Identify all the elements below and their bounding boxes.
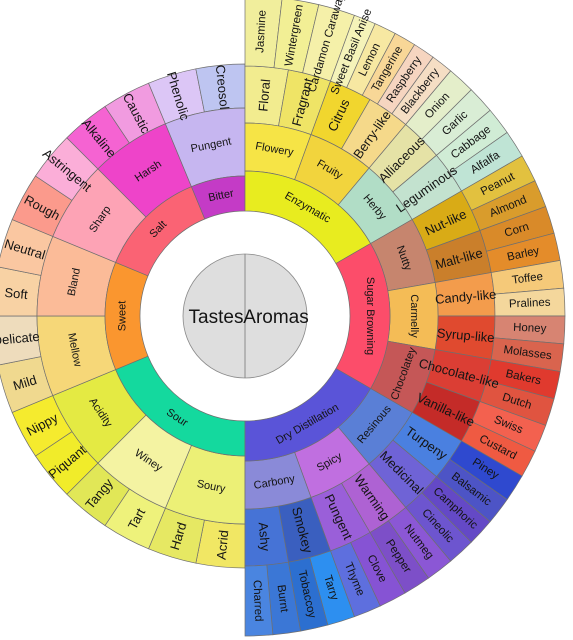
sweet-label: Sweet (117, 301, 129, 332)
ashy-label: Ashy (256, 522, 274, 553)
pralines-label: Pralines (509, 297, 551, 311)
bitter-label: Bitter (207, 187, 235, 204)
mild-label: Mild (11, 372, 38, 393)
toffee-label: Toffee (511, 271, 543, 287)
syrup-like-label: Syrup-like (436, 325, 495, 345)
charred-segment (244, 564, 274, 637)
delicate-label: Delicate (0, 329, 40, 349)
dry-distillation-segment (244, 368, 372, 462)
floral-label: Floral (255, 78, 273, 112)
charred-label: Charred (251, 580, 265, 622)
acrid-label: Acrid (214, 529, 232, 560)
candy-like-label: Candy-like (434, 287, 496, 307)
soft-label: Soft (4, 285, 29, 302)
tastes-center-label: Tastes (189, 307, 244, 328)
honey-label: Honey (513, 322, 547, 335)
sugar-browning-label: Sugar Browning (364, 277, 376, 355)
jasmine-label: Jasmine (254, 10, 268, 53)
creosol-label: Creosol (213, 64, 232, 110)
carmelly-label: Carmelly (408, 294, 420, 338)
bland-label: Bland (66, 267, 83, 297)
burnt-label: Burnt (274, 584, 290, 614)
aromas-center-label: Aromas (243, 307, 308, 328)
soury-label: Soury (196, 478, 227, 495)
